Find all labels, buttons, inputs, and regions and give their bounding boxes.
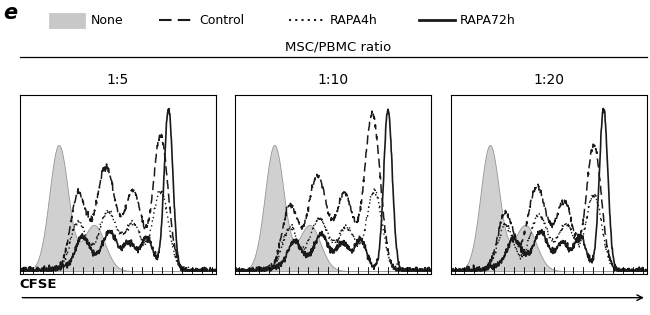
Text: 1:10: 1:10	[318, 73, 348, 87]
Text: None: None	[91, 14, 124, 27]
Text: RAPA72h: RAPA72h	[460, 14, 515, 27]
Text: 1:5: 1:5	[107, 73, 129, 87]
Text: CFSE: CFSE	[20, 278, 57, 291]
Text: MSC/PBMC ratio: MSC/PBMC ratio	[285, 41, 391, 54]
Text: e: e	[3, 3, 18, 23]
Text: Control: Control	[200, 14, 244, 27]
Text: 1:20: 1:20	[533, 73, 564, 87]
Text: RAPA4h: RAPA4h	[330, 14, 377, 27]
